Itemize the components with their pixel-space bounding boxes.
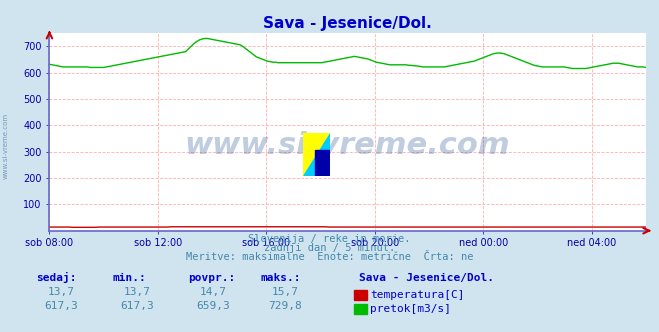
Text: 729,8: 729,8 bbox=[268, 301, 302, 311]
Text: www.si-vreme.com: www.si-vreme.com bbox=[185, 131, 511, 160]
Bar bbox=[315, 150, 330, 176]
Text: zadnji dan / 5 minut.: zadnji dan / 5 minut. bbox=[264, 243, 395, 253]
Text: min.:: min.: bbox=[112, 273, 146, 283]
Text: 14,7: 14,7 bbox=[200, 287, 226, 297]
Text: povpr.:: povpr.: bbox=[188, 273, 235, 283]
Polygon shape bbox=[303, 133, 330, 176]
Text: Slovenija / reke in morje.: Slovenija / reke in morje. bbox=[248, 234, 411, 244]
Text: maks.:: maks.: bbox=[260, 273, 301, 283]
Text: 617,3: 617,3 bbox=[44, 301, 78, 311]
Text: 13,7: 13,7 bbox=[124, 287, 150, 297]
Text: 15,7: 15,7 bbox=[272, 287, 299, 297]
Text: 13,7: 13,7 bbox=[48, 287, 74, 297]
Title: Sava - Jesenice/Dol.: Sava - Jesenice/Dol. bbox=[263, 16, 432, 31]
Text: 659,3: 659,3 bbox=[196, 301, 230, 311]
Text: Sava - Jesenice/Dol.: Sava - Jesenice/Dol. bbox=[359, 273, 494, 283]
Text: Meritve: maksimalne  Enote: metrične  Črta: ne: Meritve: maksimalne Enote: metrične Črta… bbox=[186, 252, 473, 262]
Text: pretok[m3/s]: pretok[m3/s] bbox=[370, 304, 451, 314]
Text: sedaj:: sedaj: bbox=[36, 272, 76, 283]
Text: 617,3: 617,3 bbox=[120, 301, 154, 311]
Polygon shape bbox=[303, 133, 330, 176]
Text: temperatura[C]: temperatura[C] bbox=[370, 290, 465, 300]
Text: www.si-vreme.com: www.si-vreme.com bbox=[2, 113, 9, 179]
